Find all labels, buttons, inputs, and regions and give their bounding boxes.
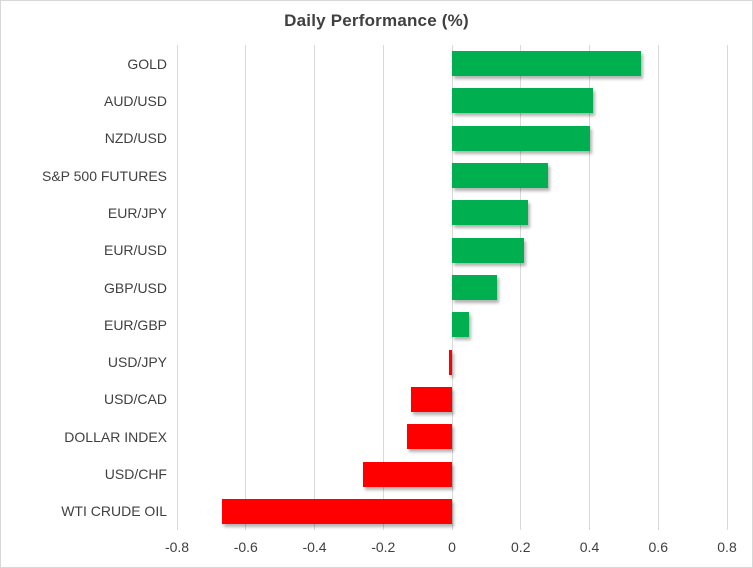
bar-usd-chf [362,461,452,487]
x-tick-label: -0.2 [371,539,396,555]
gridline [726,45,728,530]
gridline [589,45,590,530]
category-label: USD/CAD [103,391,167,408]
x-tick-label: -0.4 [302,539,327,555]
plot-area [176,45,728,530]
x-tick-label: -0.6 [233,539,258,555]
bar-dollar-index [407,424,452,450]
category-label: USD/CHF [104,466,167,483]
bar-usd-jpy [448,349,452,375]
bar-eur-gbp [452,312,470,338]
x-tick-label: 0.8 [717,539,737,555]
category-label: GBP/USD [103,279,167,296]
bar-wti-crude-oil [221,498,452,524]
gridline [657,45,659,530]
category-label: WTI CRUDE OIL [61,503,167,520]
bar-usd-cad [410,386,452,412]
category-label: NZD/USD [104,130,167,147]
x-tick-label: 0.2 [511,539,531,555]
gridline [176,45,178,530]
gridline [314,45,315,530]
category-labels: GOLD AUD/USD NZD/USD S&P 500 FUTURES EUR/JPY… [1,45,167,530]
category-label: EUR/GBP [103,316,167,333]
bar-gbp-usd [452,275,497,300]
category-label: EUR/USD [103,242,167,259]
x-tick-label: -0.8 [164,539,190,555]
bar-eur-jpy [452,200,528,226]
gridline [245,45,247,530]
x-tick-label: 0 [448,539,456,555]
category-label: USD/JPY [107,354,167,371]
category-label: AUD/USD [103,92,167,109]
category-label: GOLD [127,55,167,72]
gridline [520,45,522,530]
x-axis: -0.8 -0.6 -0.4 -0.2 0 0.2 0.4 0.6 0.8 [165,539,737,559]
category-label: DOLLAR INDEX [64,428,167,445]
category-label: EUR/JPY [107,204,167,221]
bar-aud-usd [452,88,593,114]
bar-gold [452,51,642,77]
chart-title: Daily Performance (%) [284,11,469,30]
gridline [382,45,384,530]
x-tick-label: 0.4 [579,539,600,555]
x-tick-label: 0.6 [648,539,668,555]
bar-s-p-500-futures [452,163,549,189]
category-label: S&P 500 FUTURES [41,167,167,184]
bar-nzd-usd [452,125,590,151]
bar-eur-usd [452,237,525,263]
